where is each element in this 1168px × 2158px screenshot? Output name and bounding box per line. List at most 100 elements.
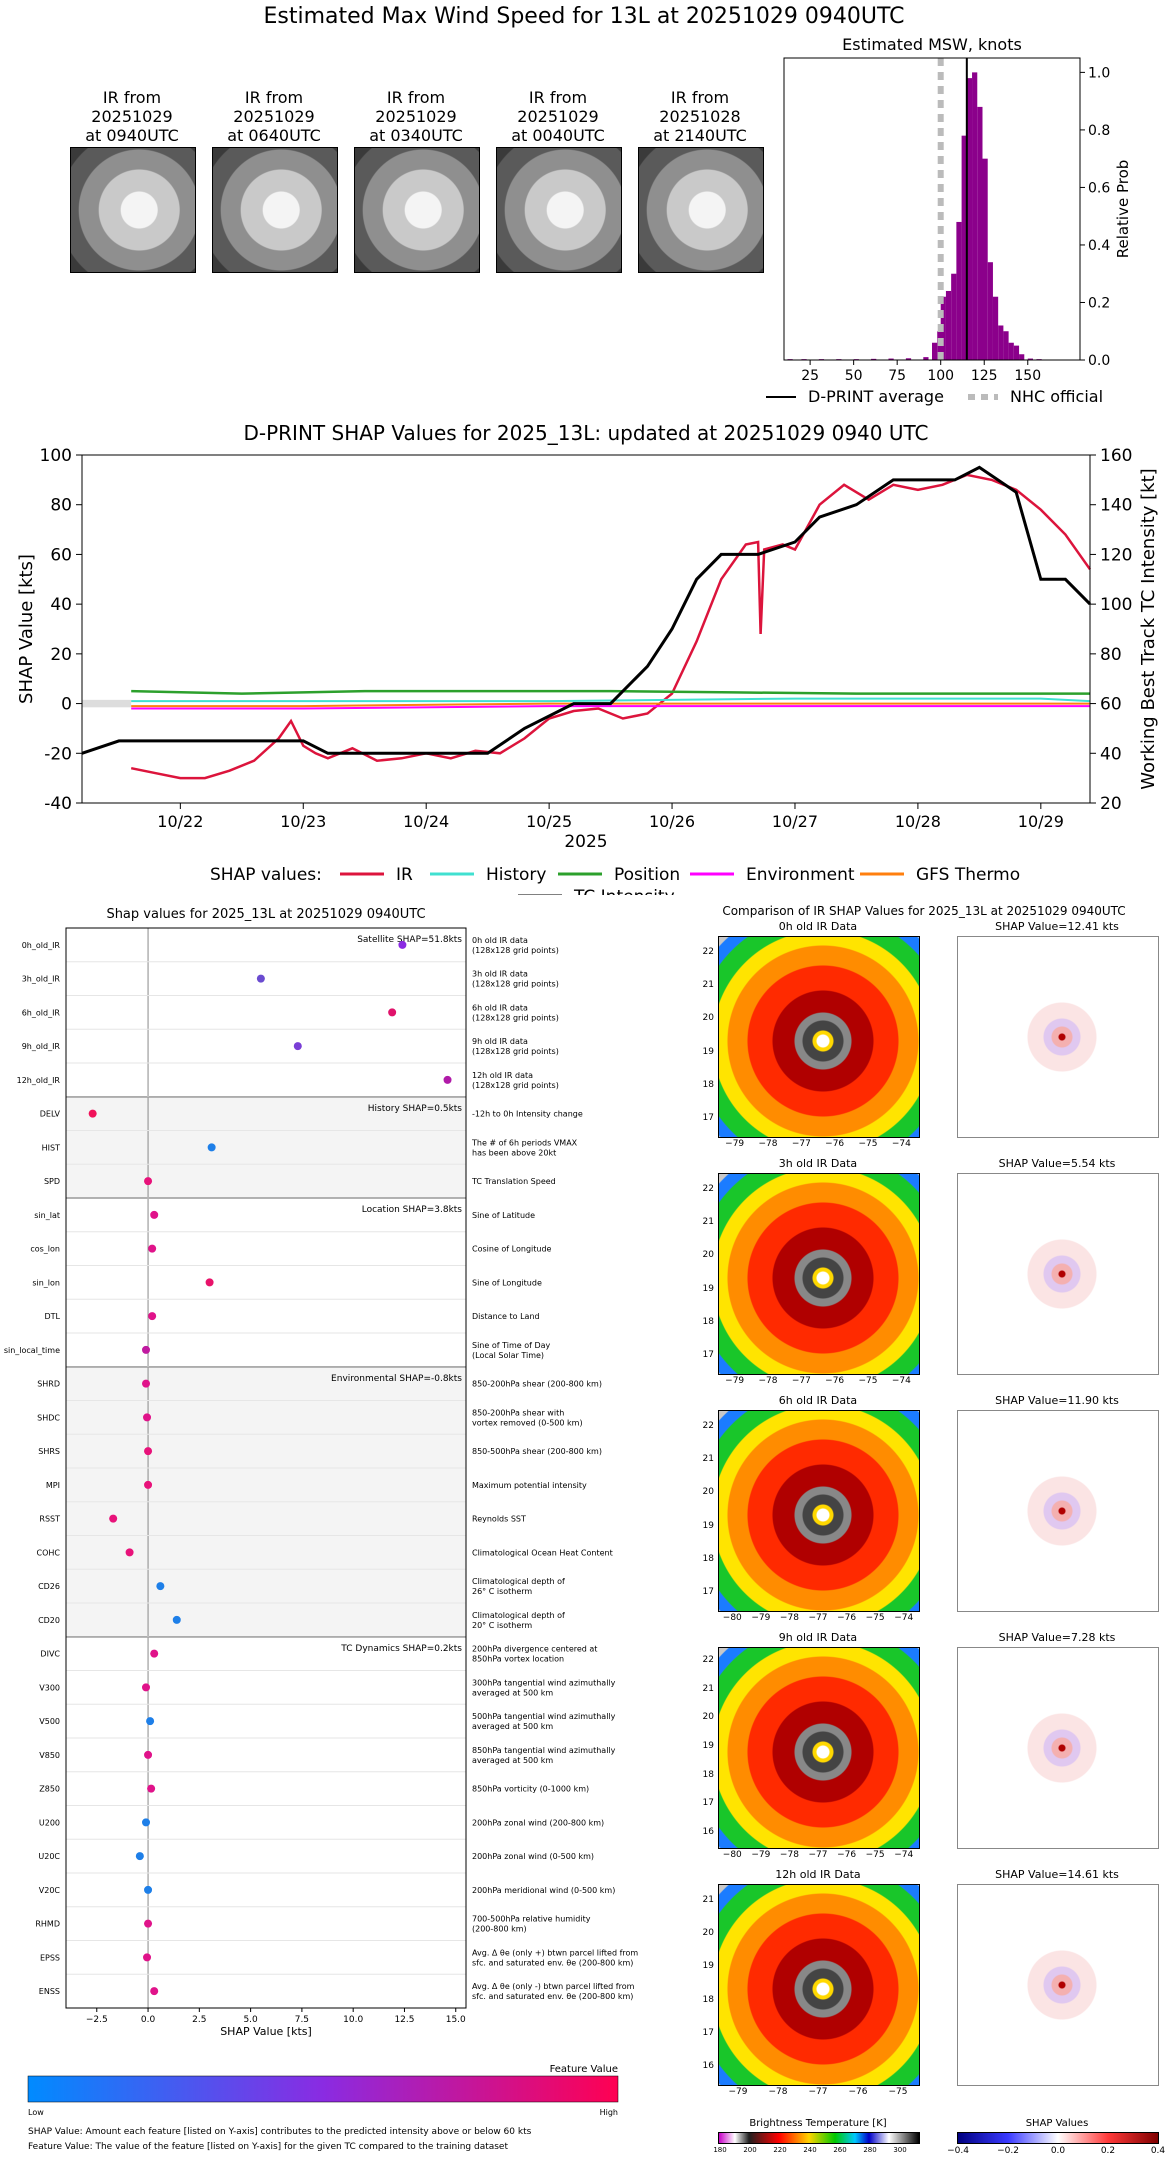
feature-description: 20° C isotherm: [472, 1621, 532, 1630]
bt-tick-label: 280: [863, 2146, 877, 2154]
ir-ytick-label: 22: [702, 1655, 714, 1666]
ts-ytick-right-label: 140: [1100, 496, 1132, 516]
hist-bar: [977, 106, 983, 361]
ir-thumbnail-image: [70, 147, 196, 273]
feature-dot: [150, 1210, 159, 1219]
ir-xtick-label: −76: [825, 1376, 845, 1386]
feature-description: vortex removed (0-500 km): [472, 1418, 583, 1427]
ts-xtick-label: 10/27: [772, 812, 818, 831]
feature-value-label: Feature Value: [550, 2064, 618, 2075]
ir-panel-title: 6h old IR Data: [778, 1394, 858, 1407]
ir-xtick-label: −80: [722, 1850, 742, 1860]
features-title: Shap values for 2025_13L at 20251029 094…: [106, 907, 425, 922]
feature-group-label: Satellite SHAP=51.8kts: [357, 935, 462, 945]
hist-bar: [992, 296, 999, 360]
ir-ytick-label: 17: [702, 2028, 714, 2038]
features-xtick-label: 5.0: [243, 2015, 258, 2025]
ir-thumbnail-image: [496, 147, 622, 273]
feature-group-label: Location SHAP=3.8kts: [362, 1205, 463, 1215]
note-shap-value: SHAP Value: Amount each feature [listed …: [28, 2127, 532, 2137]
feature-name: 3h_old_IR: [22, 975, 61, 984]
ir-panel-image: [718, 1173, 920, 1375]
ir-caption-line: IR from: [386, 88, 446, 107]
hist-ytick-label: 0.4: [1088, 238, 1110, 254]
bt-tick-label: 300: [893, 2146, 907, 2154]
feature-name: sin_local_time: [4, 1346, 60, 1355]
feature-dot: [144, 1447, 153, 1456]
hist-bar: [871, 358, 877, 360]
ir-ytick-label: 18: [702, 1317, 714, 1327]
ir-ytick-label: 18: [702, 1994, 714, 2005]
shap-panel-image: [957, 1173, 1159, 1375]
ir-caption-line: IR from: [102, 88, 162, 107]
feature-description: 12h old IR data: [472, 1071, 533, 1080]
ts-ylabel-right: Working Best Track TC Intensity [kt]: [1138, 468, 1159, 789]
ts-ytick-label: -20: [44, 744, 72, 764]
ir-xtick-label: −78: [779, 1850, 799, 1860]
features-xtick-label: 12.5: [394, 2015, 414, 2025]
bt-tick-label: 240: [803, 2146, 817, 2154]
feature-dot: [142, 1683, 150, 1692]
ir-ytick-label: 19: [702, 1046, 714, 1057]
sv-colorbar-label: SHAP Values: [1025, 2118, 1089, 2129]
ir-ytick-label: 19: [702, 1520, 714, 1531]
ir-shap-comparison: Comparison of IR SHAP Values for 2025_13…: [680, 900, 1168, 2158]
ir-xtick-label: −77: [808, 2087, 828, 2097]
hist-ylabel: Relative Prob: [1114, 160, 1132, 259]
ir-panel-image: [718, 936, 920, 1138]
msw-histogram-chart: Estimated MSW, knots 25 50 75 100 125 150 0.0 0.…: [766, 35, 1132, 406]
feature-group-bg: [66, 1636, 466, 2008]
feature-description: Climatological depth of: [472, 1611, 565, 1620]
ts-ytick-right-label: 80: [1100, 645, 1122, 665]
ir-xtick-label: −78: [758, 1376, 778, 1386]
ir-caption-line: IR from: [670, 88, 730, 107]
hist-bar: [923, 357, 929, 360]
ts-zero-band: [82, 699, 132, 708]
hist-xtick-label: 150: [1014, 368, 1041, 384]
ir-thumbnail-image: [212, 147, 338, 273]
ir-panel-image: [718, 1647, 920, 1849]
note-feature-value: Feature Value: The value of the feature …: [28, 2142, 508, 2152]
feature-dot: [156, 1582, 165, 1591]
ir-xtick-label: −78: [779, 1613, 799, 1623]
ir-thumbnail-caption: IR from 20251028 at 2140UTC: [638, 88, 762, 145]
feature-name: V20C: [39, 1886, 61, 1895]
feature-name: MPI: [46, 1481, 60, 1490]
ts-xtick-label: 10/24: [403, 812, 449, 831]
feature-dot: [142, 1379, 150, 1388]
bt-tick-label: 180: [713, 2146, 727, 2154]
colorbar-low-label: Low: [28, 2108, 44, 2117]
feature-description: Sine of Latitude: [472, 1211, 535, 1220]
ir-ytick-label: 21: [702, 1217, 714, 1227]
ts-ytick-label: 60: [50, 545, 72, 565]
ts-ytick-right-label: 160: [1100, 446, 1132, 466]
ir-xtick-label: −77: [791, 1376, 811, 1386]
feature-dot: [146, 1717, 155, 1726]
feature-description: -12h to 0h Intensity change: [472, 1110, 583, 1119]
ir-ytick-label: 17: [702, 1113, 714, 1124]
feature-name: HIST: [42, 1143, 60, 1152]
ir-caption-line: at 0040UTC: [511, 126, 605, 145]
shap-panel-image: [957, 1647, 1159, 1849]
ir-xtick-label: −79: [728, 2087, 748, 2097]
ir-caption-line: 20251029: [233, 107, 315, 126]
ir-xtick-label: −75: [888, 2087, 908, 2097]
feature-description: 300hPa tangential wind azimuthally: [472, 1678, 616, 1687]
ts-ylabel: SHAP Value [kts]: [16, 554, 37, 704]
feature-description: 850hPa vorticity (0-1000 km): [472, 1785, 589, 1794]
shap-panel-title: SHAP Value=7.28 kts: [998, 1631, 1116, 1644]
feature-group-bg: [66, 1096, 466, 1198]
ir-thumbnail-caption: IR from 20251029 at 0640UTC: [212, 88, 336, 145]
ir-ytick-label: 21: [702, 980, 714, 990]
features-xtick-label: 2.5: [192, 2015, 206, 2025]
ir-caption-line: IR from: [528, 88, 588, 107]
bt-tick-label: 200: [743, 2146, 757, 2154]
ts-series-tc-intensity: [81, 465, 1092, 755]
feature-description: Distance to Land: [472, 1312, 540, 1321]
sv-tick-label: 0.4: [1150, 2146, 1166, 2156]
feature-name: Z850: [39, 1785, 60, 1794]
features-xtick-label: 15.0: [446, 2015, 466, 2025]
ir-xtick-label: −80: [722, 1613, 742, 1623]
hist-xtick-label: 25: [801, 368, 819, 384]
ir-panel-title: 9h old IR Data: [778, 1631, 858, 1644]
